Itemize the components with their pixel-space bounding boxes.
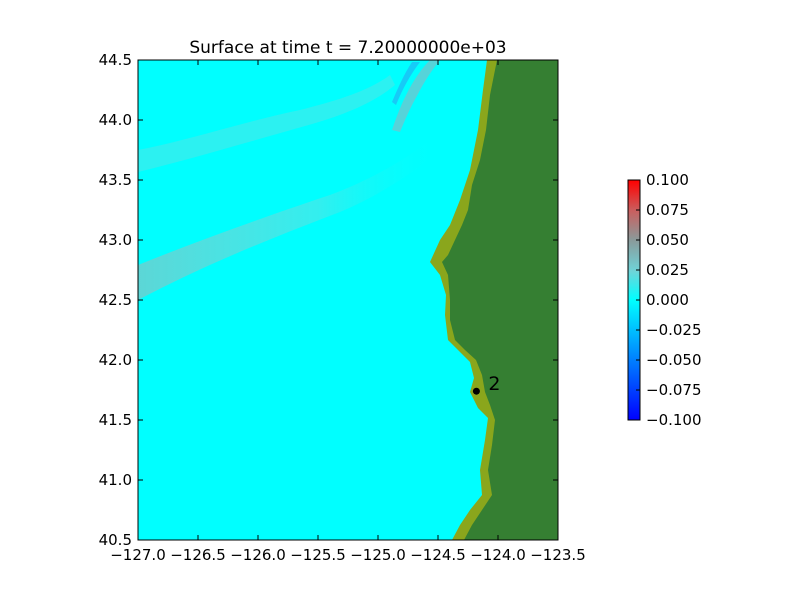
colorbar-tick-label: 0.050 [646,231,689,249]
y-tick-label: 43.5 [99,171,132,189]
colorbar-tick-label: 0.000 [646,291,689,309]
x-tick-label: −124.5 [410,546,466,564]
y-tick-label: 41.0 [99,471,132,489]
colorbar-tick-label: −0.100 [646,411,702,429]
y-tick-label: 44.0 [99,111,132,129]
gauge-label: 2 [488,373,500,395]
colorbar-tick-label: −0.050 [646,351,702,369]
y-tick-label: 40.5 [99,531,132,549]
x-tick-label: −123.5 [530,546,586,564]
wave-ridge-north [392,60,440,132]
x-tick-label: −124.0 [470,546,526,564]
chart-title: Surface at time t = 7.20000000e+03 [189,38,506,58]
x-tick-label: −125.0 [350,546,406,564]
x-tick-label: −126.5 [170,546,226,564]
colorbar-ticks: 0.100 0.075 0.050 0.025 0.000 −0.025 −0.050 −0.… [636,171,702,429]
y-tick-label: 41.5 [99,411,132,429]
y-tick-label: 42.5 [99,291,132,309]
colorbar-tick-label: 0.025 [646,261,689,279]
x-tick-label: −125.5 [290,546,346,564]
wave-front-inner [138,75,395,172]
colorbar-tick-label: −0.025 [646,321,702,339]
colorbar-tick-label: 0.075 [646,201,689,219]
x-ticks: −127.0 −126.5 −126.0 −125.5 −125.0 −124.5 −124… [110,60,586,564]
colorbar-tick-label: −0.075 [646,381,702,399]
y-tick-label: 43.0 [99,231,132,249]
plot-area [138,60,558,540]
y-ticks: 40.5 41.0 41.5 42.0 42.5 43.0 43.5 44.0 44.5 [99,51,558,549]
gauges: 2 [472,373,500,395]
land-mass [442,60,558,540]
wave-depression-north [392,62,420,105]
y-tick-label: 44.5 [99,51,132,69]
x-tick-label: −126.0 [230,546,286,564]
x-tick-label: −127.0 [110,546,166,564]
colorbar: 0.100 0.075 0.050 0.025 0.000 −0.025 −0.050 −0.… [627,171,702,429]
colorbar-tick-label: 0.100 [646,171,689,189]
gauge-marker [472,387,480,395]
wave-front-outer [138,140,440,300]
y-tick-label: 42.0 [99,351,132,369]
